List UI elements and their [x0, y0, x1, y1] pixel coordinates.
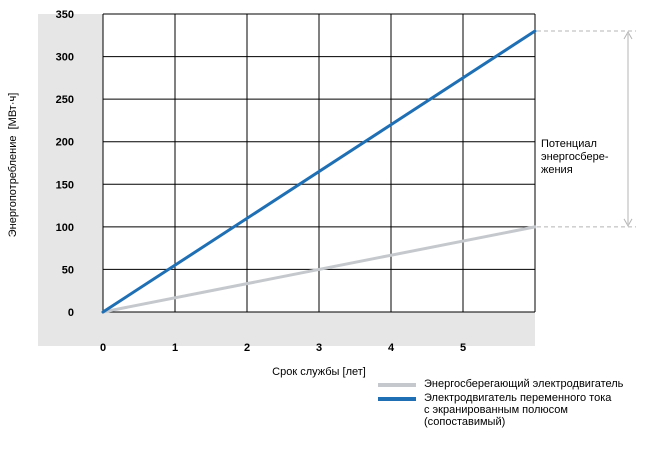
x-tick-label: 1	[172, 342, 178, 354]
legend-item: Электродвигатель переменного тока с экра…	[378, 392, 668, 428]
x-tick-label: 2	[244, 342, 250, 354]
annotation-line: Потенциал	[541, 138, 597, 150]
y-tick-label: 350	[56, 9, 74, 21]
x-tick-label: 3	[316, 342, 322, 354]
y-tick-label: 300	[56, 52, 74, 64]
legend-swatch	[378, 383, 416, 387]
legend-swatch	[378, 397, 416, 401]
grid	[102, 13, 536, 313]
series-line	[101, 29, 537, 314]
y-axis-label: Энергопотребление [МВт·ч]	[7, 93, 19, 238]
y-tick-label: 0	[68, 307, 74, 319]
x-axis-label: Срок службы [лет]	[272, 366, 366, 378]
legend-label: Электродвигатель переменного тока с экра…	[424, 392, 612, 428]
y-tick-label: 250	[56, 94, 74, 106]
y-tick-label: 100	[56, 222, 74, 234]
potential-guides	[537, 30, 636, 228]
y-tick-label: 50	[62, 264, 74, 276]
x-tick-labels: 0 1 2 3 4 5	[100, 342, 466, 354]
annotation-line: жения	[541, 164, 573, 176]
x-tick-label: 4	[388, 342, 395, 354]
guide-arrowhead-down	[623, 218, 633, 227]
guide-arrowhead-up	[623, 31, 633, 40]
legend: Энергосберегающий электродвигатель Электр…	[378, 378, 668, 430]
legend-item: Энергосберегающий электродвигатель	[378, 378, 668, 390]
y-tick-labels: 0 50 100 150 200 250 300 350	[56, 9, 74, 319]
x-tick-label: 5	[460, 342, 466, 354]
y-tick-label: 150	[56, 179, 74, 191]
annotation-line: энергосбере-	[541, 151, 609, 163]
y-tick-label: 200	[56, 137, 74, 149]
legend-label: Энергосберегающий электродвигатель	[424, 378, 624, 390]
series-lines	[101, 29, 537, 314]
x-tick-label: 0	[100, 342, 106, 354]
potential-annotation: Потенциал энергосбере-жения	[541, 138, 609, 176]
series-line	[101, 225, 537, 314]
